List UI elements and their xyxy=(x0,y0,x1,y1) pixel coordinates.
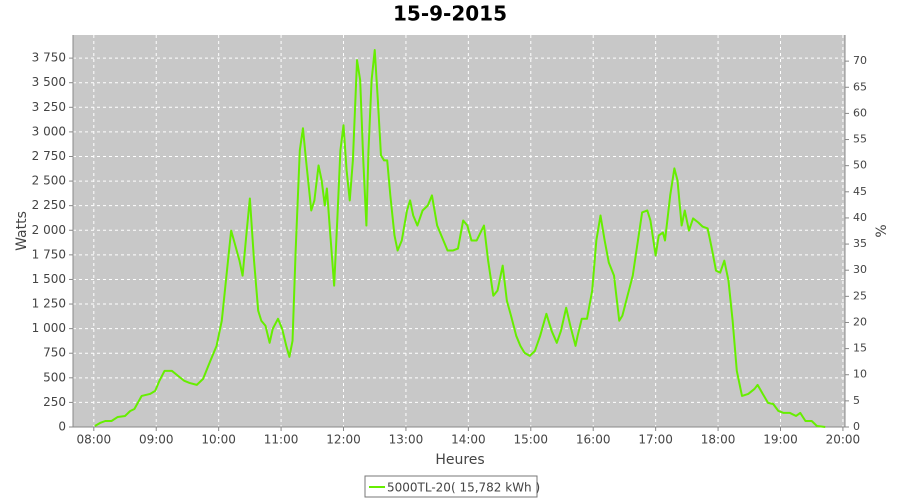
y2-tick-label: 60 xyxy=(853,106,867,119)
y-tick-label: 3 000 xyxy=(32,124,66,138)
x-tick-label: 08:00 xyxy=(77,433,112,447)
y-tick-label: 500 xyxy=(43,370,66,384)
y2-tick-label: 10 xyxy=(853,368,867,381)
y2-tick-label: 50 xyxy=(853,159,867,172)
x-tick-label: 20:00 xyxy=(826,433,861,447)
y-tick-label: 0 xyxy=(58,420,66,434)
y-tick-label: 3 750 xyxy=(32,51,66,65)
y2-tick-label: 25 xyxy=(853,289,867,302)
line-series xyxy=(94,49,826,428)
y-axis-title: Watts xyxy=(14,211,30,251)
legend-label: 5000TL-20( 15,782 kWh ) xyxy=(387,481,540,495)
y-tick-label: 250 xyxy=(43,395,66,409)
y2-tick-label: 30 xyxy=(853,263,867,276)
x-tick-label: 14:00 xyxy=(451,433,486,447)
x-tick-label: 17:00 xyxy=(638,433,673,447)
y-tick-label: 1 750 xyxy=(32,247,66,261)
y2-tick-label: 20 xyxy=(853,315,867,328)
x-tick-label: 10:00 xyxy=(201,433,236,447)
x-tick-label: 11:00 xyxy=(264,433,299,447)
y2-tick-label: 15 xyxy=(853,342,867,355)
y2-tick-label: 40 xyxy=(853,211,867,224)
y2-tick-label: 5 xyxy=(853,394,860,407)
y2-tick-label: 70 xyxy=(853,54,867,67)
y2-tick-label: 35 xyxy=(853,237,867,250)
x-tick-label: 09:00 xyxy=(139,433,174,447)
y-tick-label: 750 xyxy=(43,346,66,360)
y-tick-label: 2 000 xyxy=(32,223,66,237)
y2-axis-title: % xyxy=(874,224,890,237)
y-tick-label: 1 250 xyxy=(32,297,66,311)
x-tick-label: 16:00 xyxy=(576,433,611,447)
x-tick-label: 19:00 xyxy=(763,433,798,447)
y-tick-label: 2 250 xyxy=(32,198,66,212)
x-tick-label: 18:00 xyxy=(701,433,736,447)
y2-tick-label: 0 xyxy=(853,420,860,433)
y-tick-label: 1 500 xyxy=(32,272,66,286)
x-tick-label: 15:00 xyxy=(513,433,548,447)
plot-area xyxy=(73,35,845,427)
y-tick-label: 2 500 xyxy=(32,174,66,188)
y2-tick-label: 65 xyxy=(853,80,867,93)
y-tick-label: 3 500 xyxy=(32,75,66,89)
x-tick-label: 12:00 xyxy=(326,433,361,447)
y-tick-label: 1 000 xyxy=(32,321,66,335)
legend-box xyxy=(364,475,538,498)
x-tick-label: 13:00 xyxy=(389,433,424,447)
y2-tick-label: 55 xyxy=(853,133,867,146)
y-tick-label: 3 250 xyxy=(32,100,66,114)
y2-tick-label: 45 xyxy=(853,185,867,198)
y-tick-label: 2 750 xyxy=(32,149,66,163)
chart-title: 15-9-2015 xyxy=(393,2,507,26)
x-axis-title: Heures xyxy=(435,452,484,468)
